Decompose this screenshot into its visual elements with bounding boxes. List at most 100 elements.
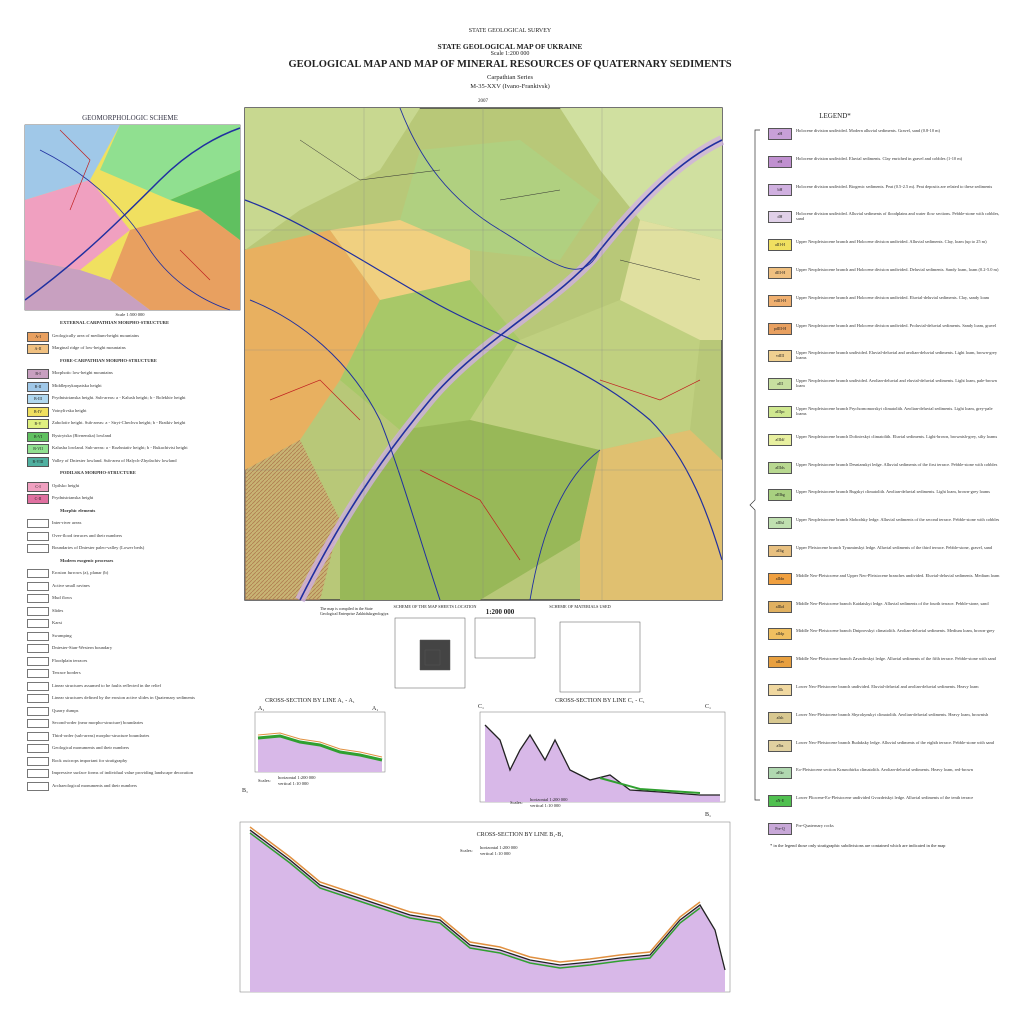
legend-symbol — [27, 531, 49, 541]
legend-symbol — [27, 569, 49, 579]
legend-text: Marginal ridge of low-height mountains — [52, 345, 126, 351]
legend-swatch: aIlk — [768, 684, 792, 696]
legend-swatch: pdIII-H — [768, 322, 792, 335]
legend-swatch: dH — [768, 211, 792, 224]
legend-swatch: aEkr — [768, 767, 792, 780]
scale-label: Scales: — [510, 800, 523, 805]
legend-text: Swamping — [52, 632, 72, 638]
legend-swatch: aIII — [768, 378, 792, 391]
legend-swatch: B-VI — [27, 431, 49, 442]
legend-text: Valley of Dniester lowland. Sub-area of … — [52, 457, 177, 463]
legend-symbol — [27, 631, 49, 641]
scheme-materials: SCHEME OF MATERIALS USED — [549, 604, 611, 609]
legend-swatch: aIIIsl — [768, 517, 792, 530]
title: GEOLOGICAL MAP AND MAP OF MINERAL RESOUR… — [288, 59, 732, 70]
legend-text: Middle Neo-Pleistocene branch Kaidatskyi… — [796, 600, 989, 606]
section-start: A₁ — [258, 706, 265, 712]
legend-symbol — [27, 644, 49, 654]
legend-swatch: aIIzv — [768, 656, 792, 669]
legend-text: Holocene division undivided. Biogenic se… — [796, 183, 993, 189]
legend-text: Rock outcrops important for stratigraphy — [52, 757, 128, 763]
legend-symbol — [27, 706, 49, 716]
legend-symbol — [27, 606, 49, 616]
legend-symbol — [27, 782, 49, 791]
legend-swatch: C-I — [27, 481, 49, 492]
legend-text: Upper Neopleistocene branch and Holocene… — [796, 294, 990, 300]
legend-text: Geologically area of medium-height mount… — [52, 332, 140, 338]
map-scale: 1:200 000 — [485, 608, 515, 616]
legend-swatch: edIII-H — [768, 294, 792, 307]
legend-swatch: B-V — [27, 419, 49, 430]
legend-heading: EXTERNAL CARPATHIAN MORPHO-STRUCTURE — [60, 320, 170, 325]
legend-text: Slides — [52, 607, 64, 613]
legend-text: Quarry dumps — [52, 707, 79, 713]
legend-text: Opilsko height — [52, 482, 80, 488]
compilation-note: The map is compiled in the State Geologi… — [320, 606, 389, 616]
legend-text: Lower Neo-Pleistocene branch Shyrokynsky… — [796, 711, 989, 717]
legend-text: Upper Neopleistocene branch Prychornomor… — [796, 406, 993, 416]
legend-swatch: aIbz — [768, 739, 792, 752]
legend-symbol — [27, 544, 49, 554]
scale-vertical: vertical 1:10 000 — [530, 803, 561, 808]
legend-text: Prydnistrianska height. Sub-areas: a - K… — [52, 395, 186, 401]
scheme-location: SCHEME OF THE MAP SHEETS LOCATION — [393, 604, 477, 609]
scale-vertical: vertical 1:10 000 — [480, 851, 511, 856]
section-start: B₁ — [242, 788, 249, 794]
legend-text: Upper Neopleistocene branch undivided. E… — [796, 350, 998, 361]
cross-section-title: CROSS-SECTION BY LINE B₁-B₁ — [476, 832, 564, 838]
legend-text: Dniester-Sian-Western boundary — [52, 645, 113, 651]
legend-symbol — [27, 719, 49, 729]
legend-text: Terrace borders — [52, 670, 81, 676]
legend-swatch: aN-E — [768, 795, 792, 808]
legend-swatch: bH — [768, 183, 792, 196]
legend-text: Middle Neo-Pleistocene and Upper Neo-Ple… — [796, 572, 1000, 578]
scale-horizontal: horizontal 1:200 000 — [530, 797, 568, 802]
legend-text: Impressive surface forms of individual v… — [52, 770, 194, 776]
scale-vertical: vertical 1:10 000 — [278, 781, 309, 786]
legend-heading: PODILSKA MORPHO-STRUCTURE — [60, 470, 136, 476]
legend-swatch: aIItg — [768, 545, 792, 557]
legend-text: Linear structures assumed to be faults r… — [52, 682, 162, 688]
legend-text: Upper Neopleistocene branch Slobodsky le… — [796, 517, 1000, 523]
legend-symbol — [27, 669, 49, 679]
scale-horizontal: horizontal 1:200 000 — [278, 775, 316, 780]
series: Carpathian Series — [486, 74, 534, 81]
scheme-title: GEOMORPHOLOGIC SCHEME — [82, 114, 178, 122]
legend-text: Upper Pleistocene branch Tyasminskyi led… — [796, 545, 993, 550]
sheet: M-35-XXV (Ivano-Frankivsk) — [470, 83, 550, 90]
legend-text: Zabolotiv height. Sub-areas: a - Stryi-C… — [52, 420, 186, 426]
legend-symbol — [27, 694, 49, 704]
legend-text: Pre-Quaternary rocks — [796, 823, 834, 828]
legend-text: Upper Neopleistocene branch and Holocene… — [796, 267, 999, 272]
legend-symbol — [27, 681, 49, 691]
legend-swatch: aIIdn — [768, 572, 792, 585]
legend-symbol — [27, 619, 49, 629]
year: 2007 — [478, 99, 488, 104]
legend-text: Holocene division undivided. Alluvial se… — [796, 211, 1000, 222]
legend-text: Mud flows — [52, 595, 73, 601]
footnote: * in the legend those only stratigraphic… — [770, 843, 946, 848]
series-title: STATE GEOLOGICAL MAP OF UKRAINE — [437, 42, 583, 51]
info-blocks — [394, 617, 641, 693]
map-units — [244, 107, 725, 603]
legend-swatch: aH — [768, 128, 792, 140]
legend-text: Lower Neo-Pleistocene branch undivided. … — [796, 684, 979, 689]
legend-heading: FORE-CARPATHIAN MORPHO-STRUCTURE — [60, 357, 157, 363]
scale-label: Scales: — [460, 848, 473, 853]
legend-heading: Morphic elements — [60, 507, 96, 513]
legend-symbol — [27, 519, 49, 529]
legend-symbol — [27, 744, 49, 754]
legend-title: LEGEND* — [819, 112, 851, 120]
legend-swatch: A-II — [27, 344, 49, 355]
legend-symbol — [27, 769, 49, 779]
survey: STATE GEOLOGICAL SURVEY — [468, 28, 552, 34]
legend-symbol — [27, 731, 49, 741]
legend-text: Lower Pliocene-Eo-Pleistocene undivided … — [796, 795, 974, 801]
legend-swatch: aIIdp — [768, 628, 792, 641]
legend-swatch: B-IV — [27, 406, 49, 417]
legend-symbol — [27, 656, 49, 666]
legend-text: Voinylivska height — [52, 407, 87, 413]
legend-text: Erosion furrows (a), planar (b) — [52, 570, 109, 576]
